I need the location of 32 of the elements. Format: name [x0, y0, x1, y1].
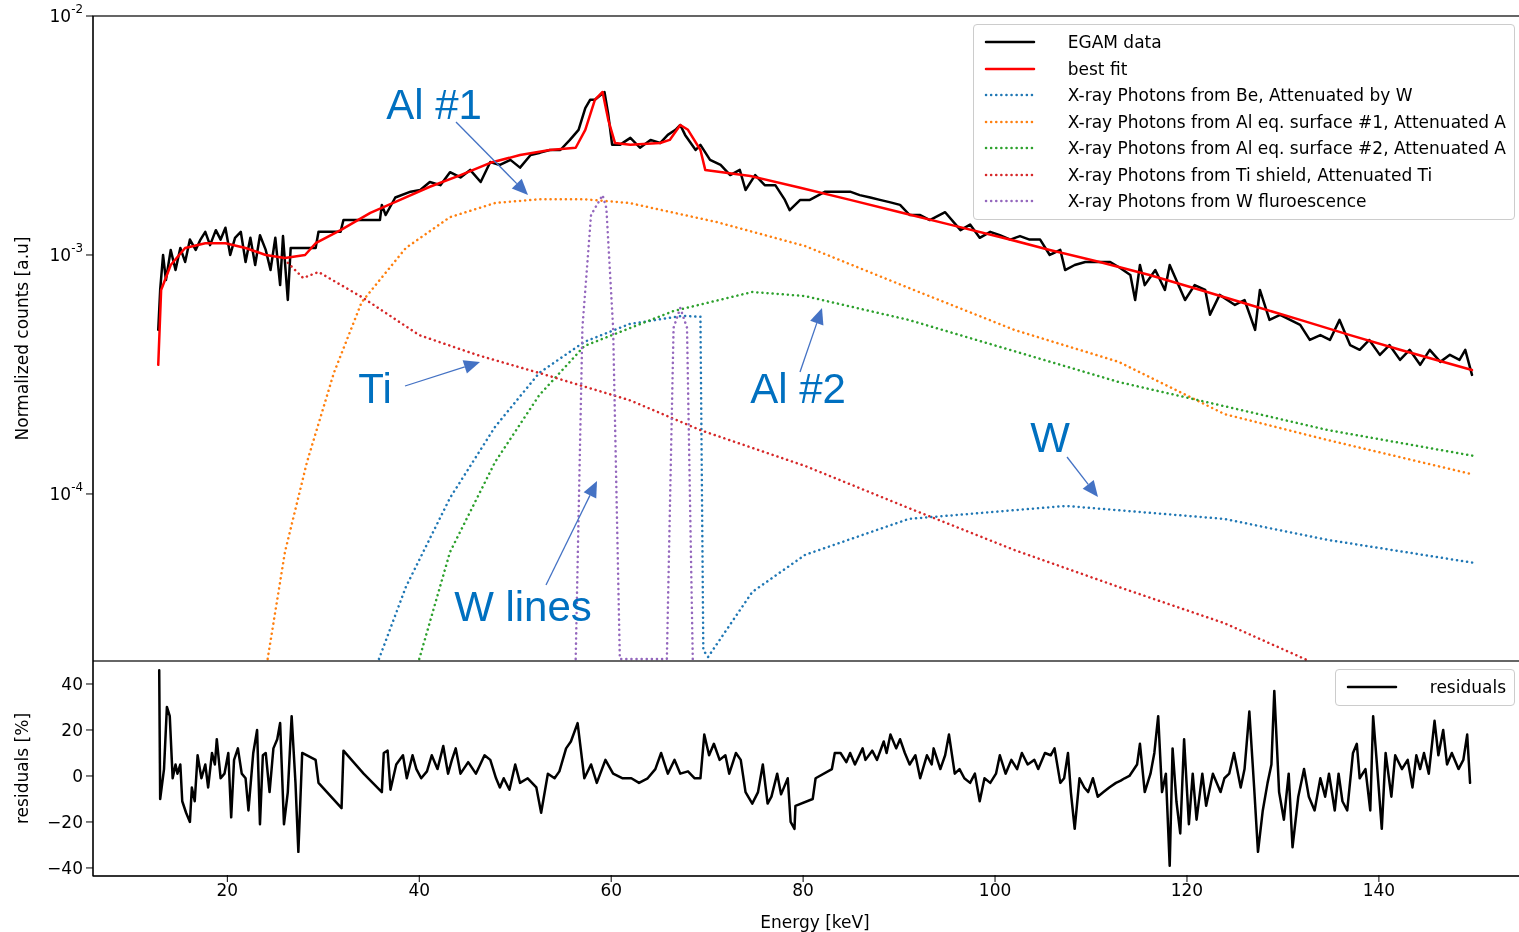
x-tick-label: 120 [1170, 880, 1204, 900]
legend-label: residuals [1429, 677, 1506, 698]
y-tick-label: 20 [61, 719, 83, 740]
x-tick-label: 60 [600, 880, 623, 900]
y-tick-label: 10$^{-2}$ [49, 2, 83, 26]
legend-label: X-ray Photons from W fluroescence [1067, 191, 1367, 212]
y-tick-label: −20 [47, 811, 83, 832]
y-axis-title: Normalized counts [a.u] [12, 236, 32, 441]
annotation: W [1030, 413, 1071, 461]
y-tick-label: 10$^{-4}$ [49, 479, 83, 504]
legend-label: EGAM data [1067, 32, 1162, 53]
y-tick-label: 10$^{-3}$ [49, 240, 83, 265]
legend-label: best fit [1067, 58, 1128, 79]
x-tick-label: 20 [216, 880, 239, 900]
y-axis-title: residuals [%] [12, 712, 32, 825]
legend-label: X-ray Photons from Al eq. surface #2, Attenuated A [1067, 138, 1506, 159]
y-tick-label: 0 [72, 765, 83, 786]
annotation: Ti [358, 364, 392, 412]
x-axis-title: Energy [keV] [760, 912, 870, 932]
x-tick-label: 80 [792, 880, 814, 900]
legend-label: X-ray Photons from Ti shield, Attenuated Ti [1067, 164, 1433, 185]
x-tick-label: 100 [978, 880, 1012, 900]
x-tick-label: 140 [1362, 880, 1396, 900]
y-tick-label: 40 [61, 673, 83, 694]
legend-label: X-ray Photons from Be, Attenuated by W [1067, 85, 1413, 106]
annotation: Al #1 [386, 80, 482, 128]
y-tick-label: −40 [47, 857, 83, 878]
annotation: Al #2 [750, 364, 846, 412]
x-tick-label: 40 [408, 880, 431, 900]
line-series [286, 261, 1309, 661]
annotation: W lines [454, 582, 592, 630]
legend-label: X-ray Photons from Al eq. surface #1, Attenuated A [1067, 111, 1506, 132]
